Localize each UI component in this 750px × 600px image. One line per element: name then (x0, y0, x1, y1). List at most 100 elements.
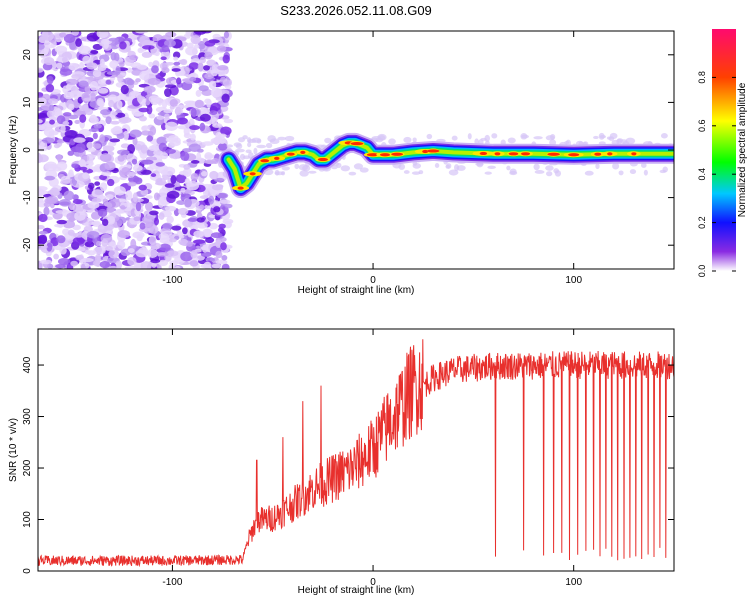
halo-blob (256, 144, 267, 149)
noise-blob (94, 253, 101, 263)
noise-blob (138, 107, 150, 113)
noise-blob (67, 229, 75, 236)
noise-blob (99, 58, 105, 68)
noise-blob (155, 181, 168, 186)
noise-blob (108, 37, 119, 42)
noise-blob (116, 240, 126, 250)
noise-blob (134, 143, 143, 151)
noise-blob (208, 80, 217, 90)
noise-blob (44, 161, 58, 172)
halo-blob (609, 132, 618, 140)
noise-blob (72, 203, 85, 213)
noise-blob (139, 222, 146, 230)
noise-blob (189, 76, 197, 82)
noise-blob (69, 90, 82, 98)
noise-blob (93, 246, 106, 255)
noise-blob (95, 240, 102, 247)
noise-blob (96, 97, 104, 107)
ridge-peak (427, 149, 440, 153)
x-tick-label: -100 (162, 577, 182, 588)
noise-blob (43, 44, 50, 55)
noise-blob (38, 97, 47, 106)
noise-blob (220, 126, 232, 136)
noise-blob (126, 67, 133, 73)
noise-blob (120, 84, 129, 95)
ridge-peak (607, 152, 613, 156)
halo-blob (234, 148, 245, 153)
snr-panel: -100 0 100 0 100 200 300 400 Height of straight… (8, 328, 675, 596)
halo-blob (475, 162, 484, 166)
noise-blob (190, 172, 199, 182)
noise-blob (187, 217, 198, 222)
noise-blob (43, 127, 55, 137)
noise-blob (193, 230, 205, 238)
noise-blob (97, 208, 108, 218)
snr-plot-area (38, 329, 674, 571)
noise-blob (146, 105, 153, 115)
noise-blob (215, 259, 228, 265)
noise-blob (205, 237, 215, 244)
noise-blob (39, 259, 52, 265)
halo-blob (509, 168, 517, 175)
halo-blob (412, 137, 417, 143)
noise-blob (106, 206, 115, 213)
noise-blob (150, 258, 161, 264)
noise-blob (105, 245, 113, 252)
halo-blob (534, 170, 545, 174)
noise-blob (56, 219, 68, 225)
noise-blob (108, 249, 120, 259)
noise-blob (164, 121, 178, 131)
noise-blob (141, 51, 153, 58)
noise-blob (142, 45, 155, 50)
noise-blob (140, 261, 152, 269)
noise-blob (158, 142, 167, 152)
halo-blob (242, 135, 248, 140)
y-tick-label: -10 (22, 190, 33, 205)
halo-blob (584, 170, 594, 176)
noise-blob (132, 192, 138, 203)
ridge-peak (631, 152, 637, 156)
noise-blob (206, 59, 216, 66)
noise-blob (216, 192, 229, 199)
noise-blob (210, 102, 221, 112)
noise-blob (199, 195, 210, 199)
noise-blob (185, 31, 191, 37)
noise-blob (112, 198, 120, 203)
noise-blob (137, 47, 144, 54)
noise-blob (164, 183, 175, 188)
noise-blob (157, 198, 164, 209)
noise-blob (113, 186, 126, 196)
noise-blob (62, 85, 69, 94)
noise-blob (210, 87, 223, 98)
noise-blob (127, 248, 135, 253)
noise-blob (56, 154, 62, 162)
noise-blob (173, 61, 181, 66)
noise-blob (139, 70, 150, 81)
y-tick-label: -20 (22, 238, 33, 253)
noise-blob (150, 173, 157, 178)
noise-blob (183, 132, 192, 139)
noise-blob (46, 242, 53, 252)
noise-blob (92, 69, 102, 78)
noise-blob (204, 40, 216, 47)
noise-blob (44, 175, 56, 181)
noise-blob (106, 178, 115, 187)
noise-blob (116, 208, 125, 214)
noise-blob (208, 222, 218, 230)
halo-blob (434, 162, 440, 169)
noise-blob (164, 113, 170, 119)
x-tick-label: 0 (370, 577, 376, 588)
noise-blob (122, 130, 129, 141)
noise-blob (125, 190, 133, 201)
halo-blob (660, 133, 668, 139)
noise-blob (99, 153, 112, 163)
noise-blob (159, 243, 171, 252)
noise-blob (102, 198, 109, 205)
halo-blob (239, 153, 246, 161)
colorbar-tick-label: 0.8 (697, 71, 707, 84)
noise-blob (136, 64, 148, 70)
noise-blob (223, 31, 230, 39)
noise-blob (108, 265, 118, 269)
noise-blob (211, 69, 218, 77)
